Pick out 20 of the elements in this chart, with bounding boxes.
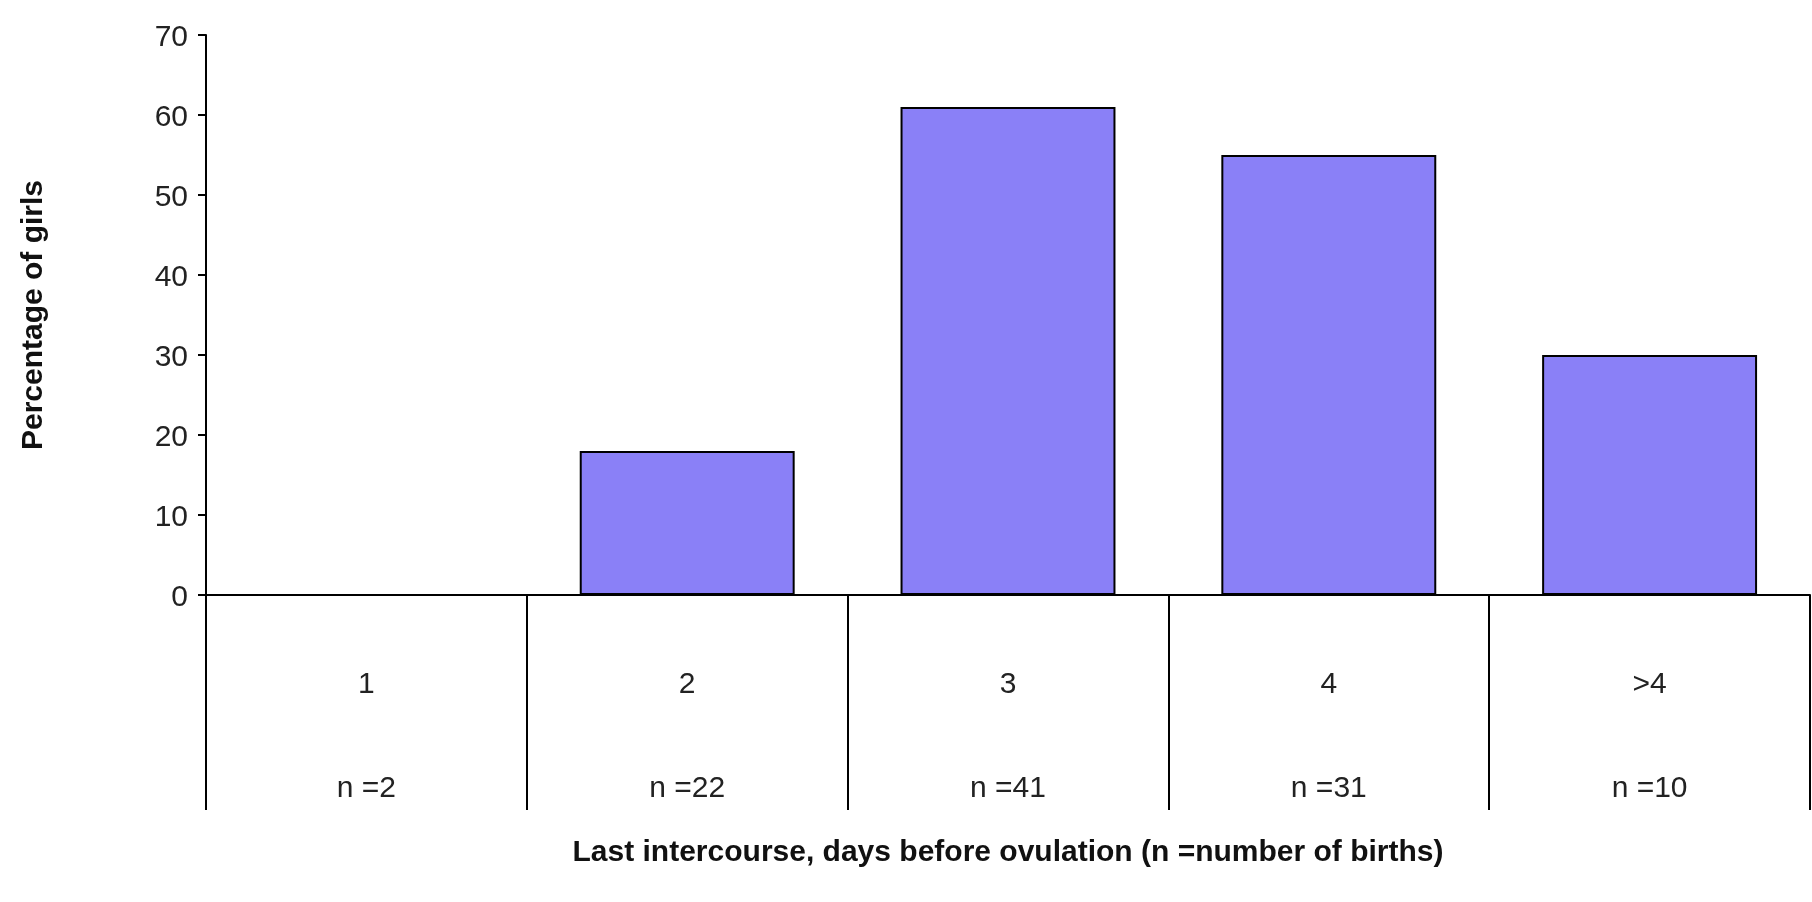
y-tick-label: 30 xyxy=(154,338,188,372)
y-axis-title: Percentage of girls xyxy=(14,179,48,451)
y-tick-label: 60 xyxy=(154,98,188,132)
y-tick-label: 10 xyxy=(154,498,188,532)
text: n =2 xyxy=(336,769,397,803)
x-tick-label: 2 xyxy=(678,665,696,699)
text: n =22 xyxy=(649,769,726,803)
text: n =31 xyxy=(1290,769,1367,803)
y-tick-label: 20 xyxy=(154,418,188,452)
y-tick-label: 70 xyxy=(154,18,188,52)
y-tick-label: 40 xyxy=(154,258,188,292)
text: n =10 xyxy=(1611,769,1688,803)
x-tick-label: 1 xyxy=(358,665,375,699)
y-tick-label: 0 xyxy=(171,578,188,612)
x-tick-label: 3 xyxy=(999,665,1017,699)
x-tick-label: 4 xyxy=(1320,665,1338,699)
x-tick-label: >4 xyxy=(1632,665,1667,699)
text: n =41 xyxy=(970,769,1046,803)
x-axis-title: Last intercourse, days before ovulation (n =number of births) xyxy=(572,833,1444,867)
y-tick-label: 50 xyxy=(154,178,188,212)
